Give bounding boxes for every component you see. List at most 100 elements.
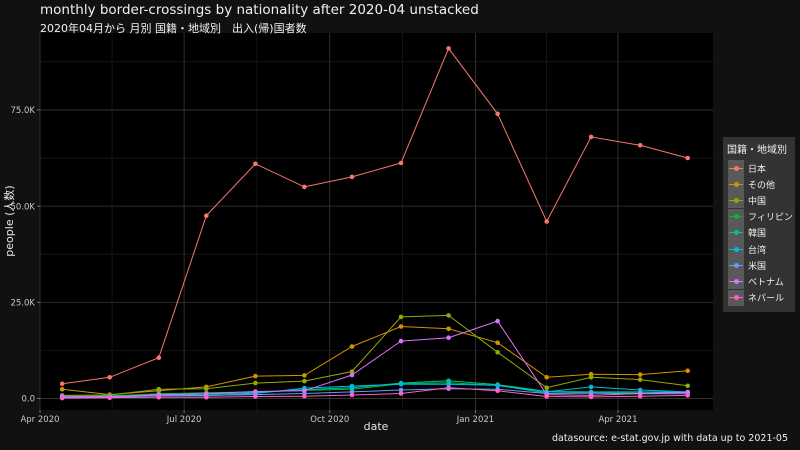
series-line [62, 382, 688, 398]
legend-items: 日本その他中国フィリピン韓国台湾米国ベトナムネパール [723, 160, 795, 306]
data-point [302, 388, 307, 394]
legend-label: 台湾 [748, 245, 767, 256]
legend-label: 中国 [748, 196, 767, 207]
data-point [637, 387, 643, 393]
data-point [253, 380, 258, 386]
data-point [637, 393, 643, 399]
x-tick-label: Apr 2021 [598, 415, 637, 425]
data-point [495, 340, 500, 346]
data-point [398, 160, 404, 166]
data-point [107, 395, 112, 401]
series-line [62, 325, 688, 396]
x-tick-label: Oct 2020 [310, 415, 349, 425]
legend-label: ベトナム [748, 277, 784, 288]
series-lines [62, 47, 688, 399]
series-line [62, 47, 688, 385]
data-point [59, 395, 65, 401]
legend-label: 韓国 [748, 229, 767, 240]
data-point [544, 375, 549, 380]
data-point [156, 355, 162, 361]
plot-panel [40, 33, 713, 410]
major-gridlines [39, 33, 713, 410]
data-point [685, 155, 690, 161]
data-point [588, 134, 594, 140]
legend-item: フィリピン [723, 208, 795, 225]
x-axis-label: date [364, 420, 389, 433]
data-point [107, 375, 112, 380]
legend-key [728, 241, 744, 258]
y-tick-label: 0.0 [21, 395, 35, 405]
legend-label: 日本 [748, 164, 767, 175]
data-point [398, 314, 404, 320]
legend-label: 米国 [748, 261, 767, 272]
x-tick-label: Jul 2020 [166, 415, 202, 425]
x-tick-label: Jan 2021 [456, 415, 494, 425]
data-point [59, 381, 65, 387]
data-point [495, 383, 500, 388]
data-point [637, 372, 643, 377]
data-point [446, 381, 451, 387]
legend-key [728, 160, 744, 177]
data-point [204, 395, 209, 400]
legend-item: 台湾 [723, 241, 795, 258]
series-line [62, 314, 688, 396]
data-point [302, 378, 307, 384]
data-point [446, 385, 451, 391]
data-point [446, 335, 451, 341]
y-tick-label: 75.0K [11, 106, 36, 116]
legend-item: その他 [723, 176, 795, 193]
data-point [637, 377, 643, 382]
data-point [253, 373, 258, 379]
data-point [637, 143, 643, 148]
data-point [302, 393, 307, 399]
series-points [59, 46, 690, 401]
data-point [685, 368, 690, 374]
series-line [62, 387, 688, 399]
series-line [62, 388, 688, 398]
legend-item: ベトナム [723, 273, 795, 290]
y-axis-label: people (人数) [3, 185, 16, 256]
data-point [349, 372, 355, 378]
legend-key [728, 273, 744, 290]
legend-item: ネパール [723, 289, 795, 306]
data-point [495, 318, 500, 324]
data-point [685, 393, 690, 398]
data-point [349, 392, 355, 398]
legend-item: 日本 [723, 160, 795, 177]
legend-label: フィリピン [748, 213, 793, 224]
data-point [495, 111, 500, 117]
legend-key [728, 208, 744, 225]
data-point [156, 395, 162, 400]
data-point [59, 386, 65, 392]
data-point [398, 338, 404, 344]
data-point [685, 383, 690, 389]
series-line [62, 320, 688, 398]
data-point [398, 381, 404, 387]
minor-gridlines [40, 33, 713, 410]
chart-title: monthly border-crossings by nationality … [40, 2, 479, 18]
data-point [349, 369, 355, 374]
data-point [588, 394, 594, 400]
data-point [302, 373, 307, 378]
data-point [156, 386, 162, 392]
legend-key [728, 192, 744, 209]
legend-label: ネパール [748, 294, 785, 305]
data-source-caption: datasource: e-stat.gov.jp with data up t… [551, 433, 788, 444]
data-point [204, 391, 209, 397]
legend-item: 韓国 [723, 224, 795, 241]
data-point [495, 388, 500, 394]
legend-label: その他 [748, 180, 776, 191]
data-point [302, 184, 307, 190]
data-point [253, 394, 258, 399]
data-point [204, 213, 209, 218]
data-point [588, 384, 594, 390]
data-point [446, 313, 451, 318]
axes: 0.0 25.0K 50.0K 75.0K Apr 2020 Jul 2020 Oct 20… [11, 106, 638, 425]
y-tick-label: 50.0K [11, 202, 36, 212]
legend-key [728, 224, 744, 241]
data-point [446, 46, 451, 51]
legend-key [728, 257, 744, 274]
data-point [253, 389, 258, 394]
data-point [446, 326, 451, 332]
